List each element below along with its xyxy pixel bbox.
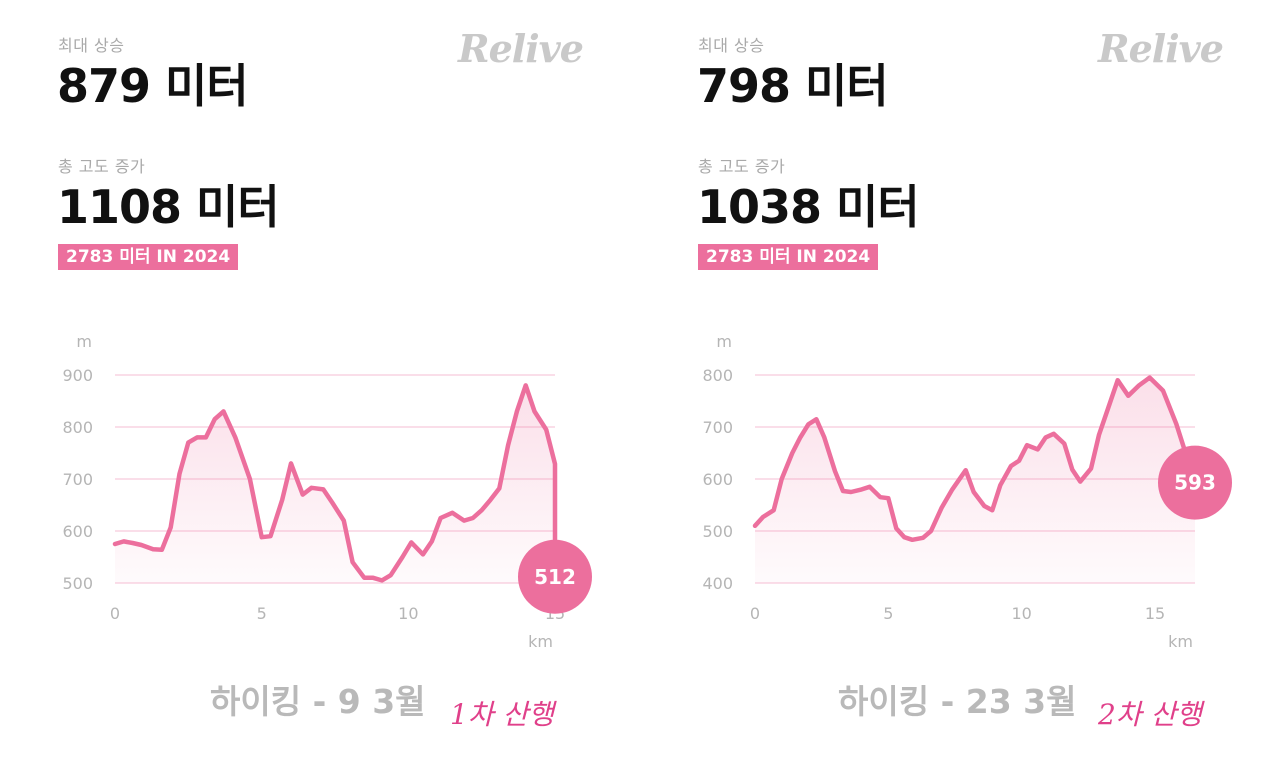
end-marker [1158,445,1232,520]
x-tick-label: 0 [750,604,760,623]
y-tick-label: 700 [702,418,733,437]
activity-caption: 하이킹 - 23 3월 [838,682,1077,721]
max-elevation-label: 최대 상승 [58,36,125,55]
x-tick-label: 10 [1011,604,1031,623]
elevation-panel-left: 최대 상승 879 미터 Relive 총 고도 증가 1108 미터 2783… [57,26,592,731]
x-axis-unit: km [1168,632,1193,651]
x-tick-label: 5 [257,604,267,623]
x-tick-label: 0 [110,604,120,623]
y-tick-label: 500 [62,574,93,593]
y-tick-label: 600 [702,470,733,489]
x-axis-unit: km [528,632,553,651]
max-elevation-value: 798 미터 [697,59,889,113]
elevation-area [115,385,555,583]
total-gain-label: 총 고도 증가 [698,157,786,176]
y-tick-label: 800 [62,418,93,437]
y-tick-label: 900 [62,366,93,385]
max-elevation-value: 879 미터 [57,59,249,113]
x-tick-label: 10 [398,604,418,623]
y-tick-label: 500 [702,522,733,541]
yearly-total-badge: 2783 미터 IN 2024 [58,244,239,270]
relive-logo: Relive [1098,26,1224,71]
elevation-area [755,377,1195,583]
y-axis-unit: m [76,332,92,351]
y-tick-label: 800 [702,366,733,385]
end-marker [518,539,592,614]
elevation-line [112,383,558,583]
y-tick-label: 600 [62,522,93,541]
elevation-panel-right: 최대 상승 798 미터 Relive 총 고도 증가 1038 미터 2783… [640,0,1280,763]
y-tick-label: 400 [702,574,733,593]
elevation-line [752,375,1198,543]
handwritten-note: 1차 산행 [450,698,554,731]
y-tick-label: 700 [62,470,93,489]
total-gain-value: 1108 미터 [57,180,280,234]
x-tick-label: 5 [883,604,893,623]
yearly-total-badge: 2783 미터 IN 2024 [698,244,879,270]
total-gain-label: 총 고도 증가 [58,157,146,176]
max-elevation-label: 최대 상승 [698,36,765,55]
relive-logo: Relive [458,26,584,71]
activity-caption: 하이킹 - 9 3월 [210,682,426,721]
handwritten-note: 2차 산행 [1098,698,1202,731]
elevation-chart-left: 500600700800900m051015km512 [62,332,592,651]
end-elevation-label: 593 [1174,471,1216,495]
x-tick-label: 15 [1145,604,1165,623]
total-gain-value: 1038 미터 [697,180,920,234]
end-elevation-label: 512 [534,565,576,589]
y-axis-unit: m [716,332,732,351]
